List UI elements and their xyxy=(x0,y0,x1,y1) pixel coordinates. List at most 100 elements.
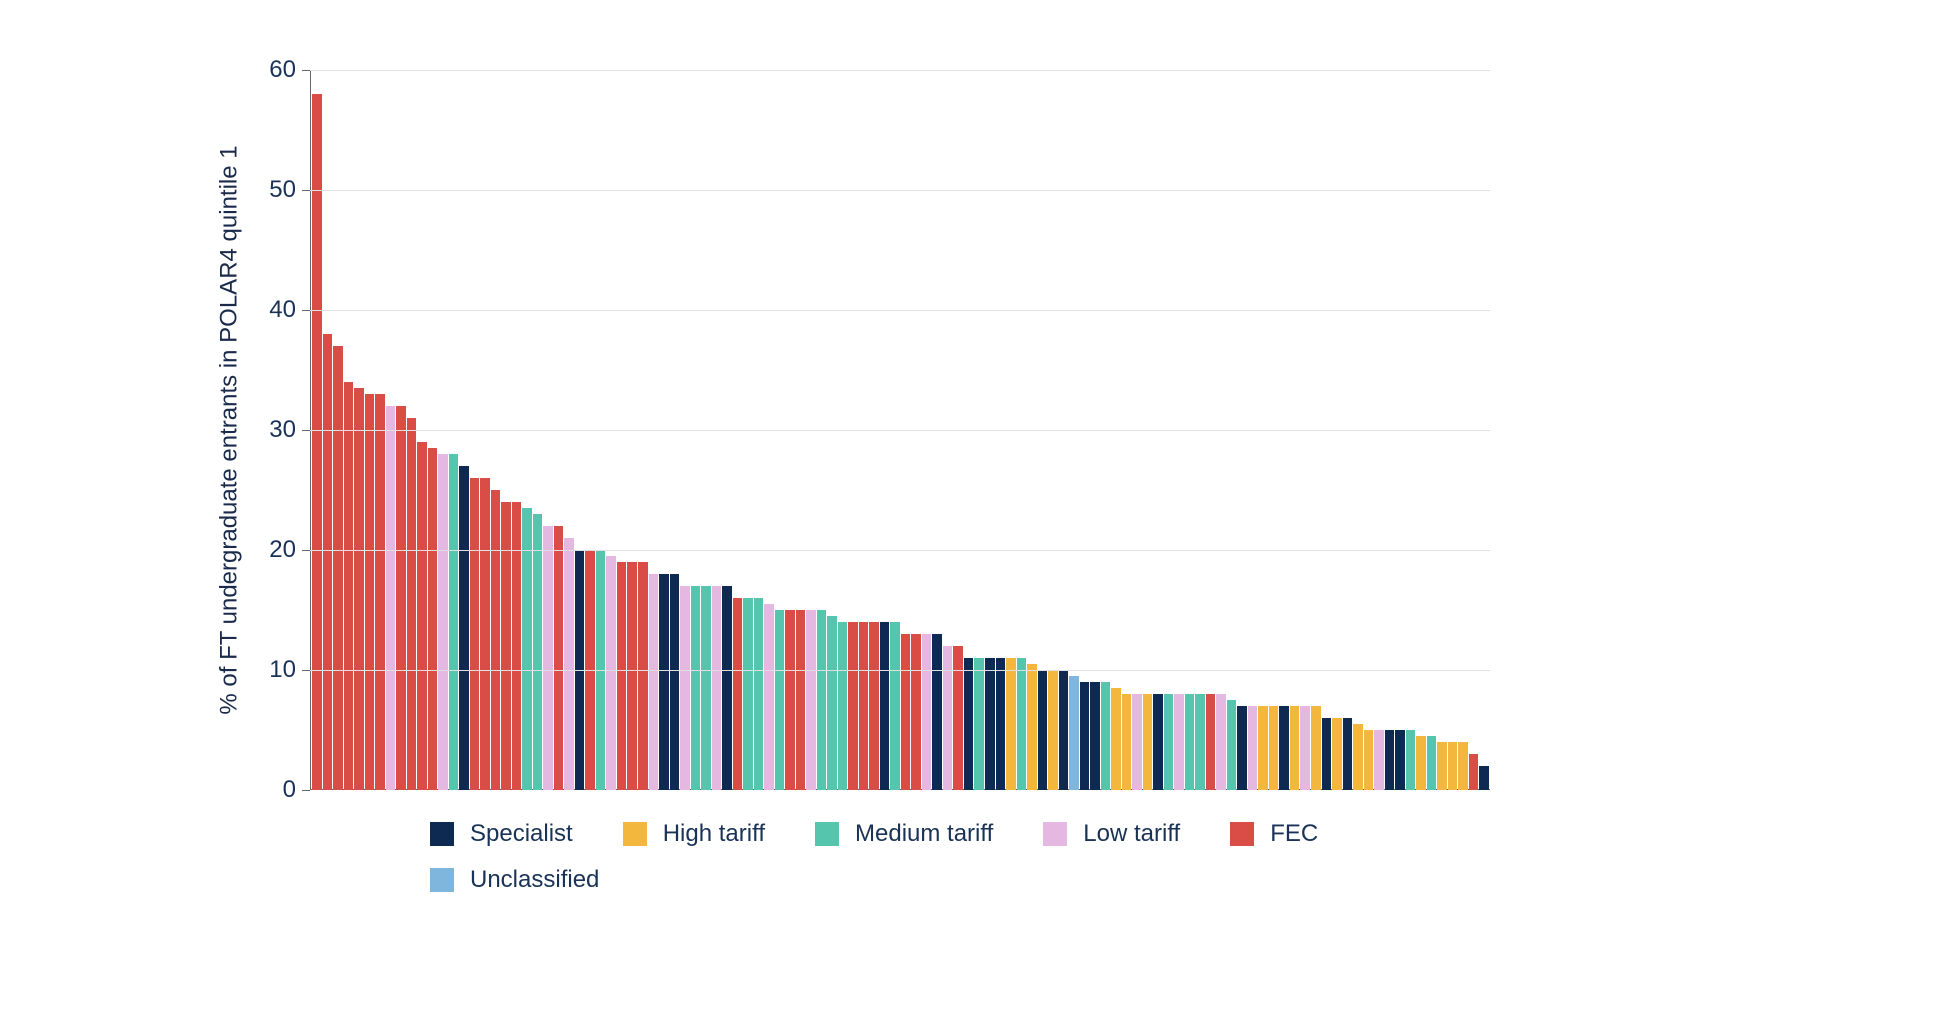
bar xyxy=(1479,766,1489,790)
bar xyxy=(649,574,659,790)
bar xyxy=(1469,754,1479,790)
bar xyxy=(754,598,764,790)
bar xyxy=(1385,730,1395,790)
bar xyxy=(996,658,1006,790)
legend-item-high-tariff: High tariff xyxy=(623,820,765,848)
gridline xyxy=(310,310,1490,311)
bar xyxy=(712,586,722,790)
bar xyxy=(1374,730,1384,790)
y-tick-label: 60 xyxy=(269,56,296,84)
y-tick-mark xyxy=(302,550,310,551)
bar xyxy=(1038,670,1048,790)
bar xyxy=(1269,706,1279,790)
bar xyxy=(1122,694,1132,790)
bar xyxy=(691,586,701,790)
bar xyxy=(985,658,995,790)
bar xyxy=(606,556,616,790)
bar xyxy=(817,610,827,790)
bar xyxy=(1437,742,1447,790)
bar xyxy=(1006,658,1016,790)
y-tick-label: 40 xyxy=(269,296,296,324)
bar xyxy=(512,502,522,790)
page: % of FT undergraduate entrants in POLAR4… xyxy=(0,0,1955,1016)
bar xyxy=(438,454,448,790)
plot-area: 0102030405060 xyxy=(310,70,1490,790)
y-tick-mark xyxy=(302,790,310,791)
legend-label: Medium tariff xyxy=(855,820,993,848)
bar xyxy=(533,514,543,790)
bar xyxy=(1290,706,1300,790)
legend-swatch xyxy=(815,822,839,846)
bar xyxy=(1143,694,1153,790)
y-axis-title: % of FT undergraduate entrants in POLAR4… xyxy=(216,145,244,714)
y-tick-label: 0 xyxy=(283,776,296,804)
bar xyxy=(428,448,438,790)
bar xyxy=(617,562,627,790)
bar xyxy=(449,454,459,790)
bar xyxy=(1080,682,1090,790)
bar xyxy=(1227,700,1237,790)
bar xyxy=(680,586,690,790)
bar xyxy=(764,604,774,790)
bar xyxy=(1101,682,1111,790)
bar xyxy=(796,610,806,790)
bar xyxy=(722,586,732,790)
bar xyxy=(323,334,333,790)
bar xyxy=(806,610,816,790)
bar xyxy=(344,382,354,790)
bar xyxy=(1416,736,1426,790)
legend-label: High tariff xyxy=(663,820,765,848)
legend-item-specialist: Specialist xyxy=(430,820,573,848)
bar xyxy=(365,394,375,790)
bar xyxy=(1185,694,1195,790)
bar xyxy=(1132,694,1142,790)
bar xyxy=(1164,694,1174,790)
gridline xyxy=(310,670,1490,671)
bar xyxy=(501,502,511,790)
legend-label: Low tariff xyxy=(1083,820,1180,848)
bar xyxy=(701,586,711,790)
legend-label: Specialist xyxy=(470,820,573,848)
legend-item-fec: FEC xyxy=(1230,820,1318,848)
gridline xyxy=(310,190,1490,191)
bar xyxy=(1395,730,1405,790)
bar xyxy=(375,394,385,790)
bar xyxy=(1258,706,1268,790)
bar xyxy=(1406,730,1416,790)
bar xyxy=(880,622,890,790)
bar xyxy=(943,646,953,790)
bar xyxy=(1248,706,1258,790)
y-tick-mark xyxy=(302,190,310,191)
bar xyxy=(1353,724,1363,790)
bar xyxy=(974,658,984,790)
bar xyxy=(1279,706,1289,790)
legend-swatch xyxy=(623,822,647,846)
bar xyxy=(491,490,501,790)
bar xyxy=(922,634,932,790)
bar xyxy=(953,646,963,790)
legend-swatch xyxy=(430,868,454,892)
bar xyxy=(1448,742,1458,790)
bar xyxy=(564,538,574,790)
y-axis-title-container: % of FT undergraduate entrants in POLAR4… xyxy=(210,70,250,790)
gridline xyxy=(310,430,1490,431)
y-tick-label: 50 xyxy=(269,176,296,204)
bar xyxy=(1458,742,1468,790)
bar xyxy=(386,406,396,790)
y-tick-label: 30 xyxy=(269,416,296,444)
bar xyxy=(1343,718,1353,790)
y-tick-label: 20 xyxy=(269,536,296,564)
bar xyxy=(743,598,753,790)
bar xyxy=(407,418,417,790)
y-tick-mark xyxy=(302,70,310,71)
y-tick-mark xyxy=(302,670,310,671)
bar xyxy=(333,346,343,790)
bar xyxy=(312,94,322,790)
legend-item-low-tariff: Low tariff xyxy=(1043,820,1180,848)
bar xyxy=(1206,694,1216,790)
bar xyxy=(1027,664,1037,790)
bar xyxy=(838,622,848,790)
bar xyxy=(1048,670,1058,790)
bar xyxy=(543,526,553,790)
bar xyxy=(417,442,427,790)
